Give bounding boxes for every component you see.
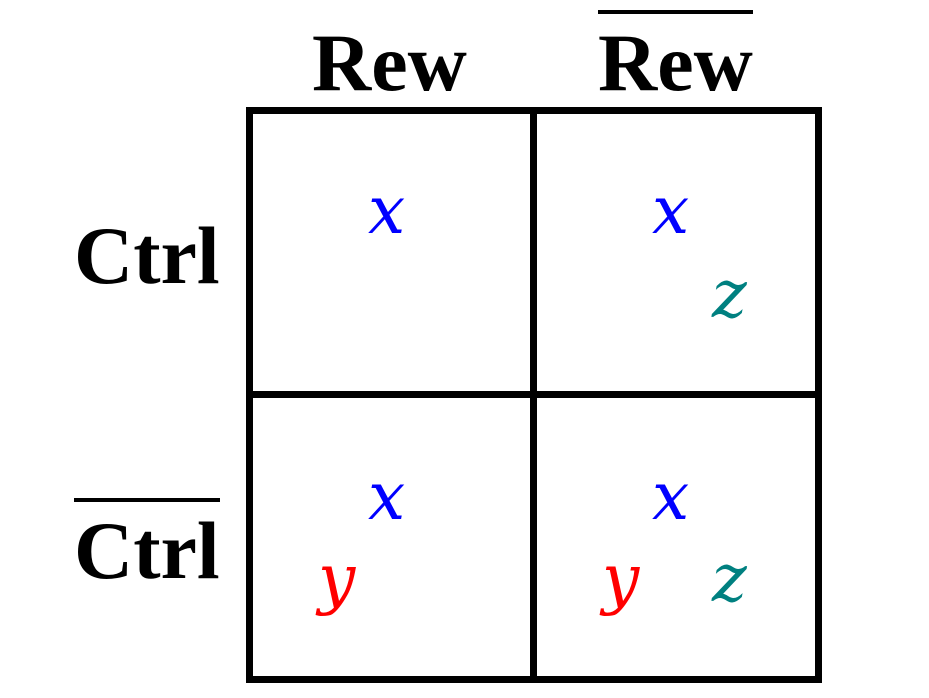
column-header-not-rew-label: Rew: [598, 17, 753, 108]
row-header-not-ctrl-overlined: Ctrl: [74, 498, 220, 592]
cell-ctrl-rew: [246, 107, 537, 398]
column-header-not-rew: Rew: [598, 10, 753, 104]
row-header-not-ctrl-label: Ctrl: [74, 505, 220, 596]
cell-not-ctrl-rew: [246, 391, 537, 683]
column-header-not-rew-overlined: Rew: [598, 10, 753, 104]
row-header-not-ctrl: Ctrl: [74, 498, 220, 592]
cell-ctrl-not-rew: [530, 107, 822, 398]
variable-z: z: [712, 256, 747, 333]
column-header-rew-label: Rew: [312, 17, 467, 108]
variable-y: y: [602, 540, 640, 617]
negation-overline: [74, 498, 220, 502]
negation-overline: [598, 10, 753, 14]
variable-x: x: [652, 458, 690, 535]
variable-x: x: [368, 458, 406, 535]
variable-z: z: [712, 540, 747, 617]
variable-x: x: [652, 172, 690, 249]
row-header-ctrl: Ctrl: [74, 215, 220, 297]
column-header-rew: Rew: [312, 22, 467, 104]
contingency-grid: [246, 107, 822, 683]
variable-x: x: [368, 172, 406, 249]
row-header-ctrl-label: Ctrl: [74, 210, 220, 301]
cell-not-ctrl-not-rew: [530, 391, 822, 683]
variable-y: y: [318, 540, 356, 617]
